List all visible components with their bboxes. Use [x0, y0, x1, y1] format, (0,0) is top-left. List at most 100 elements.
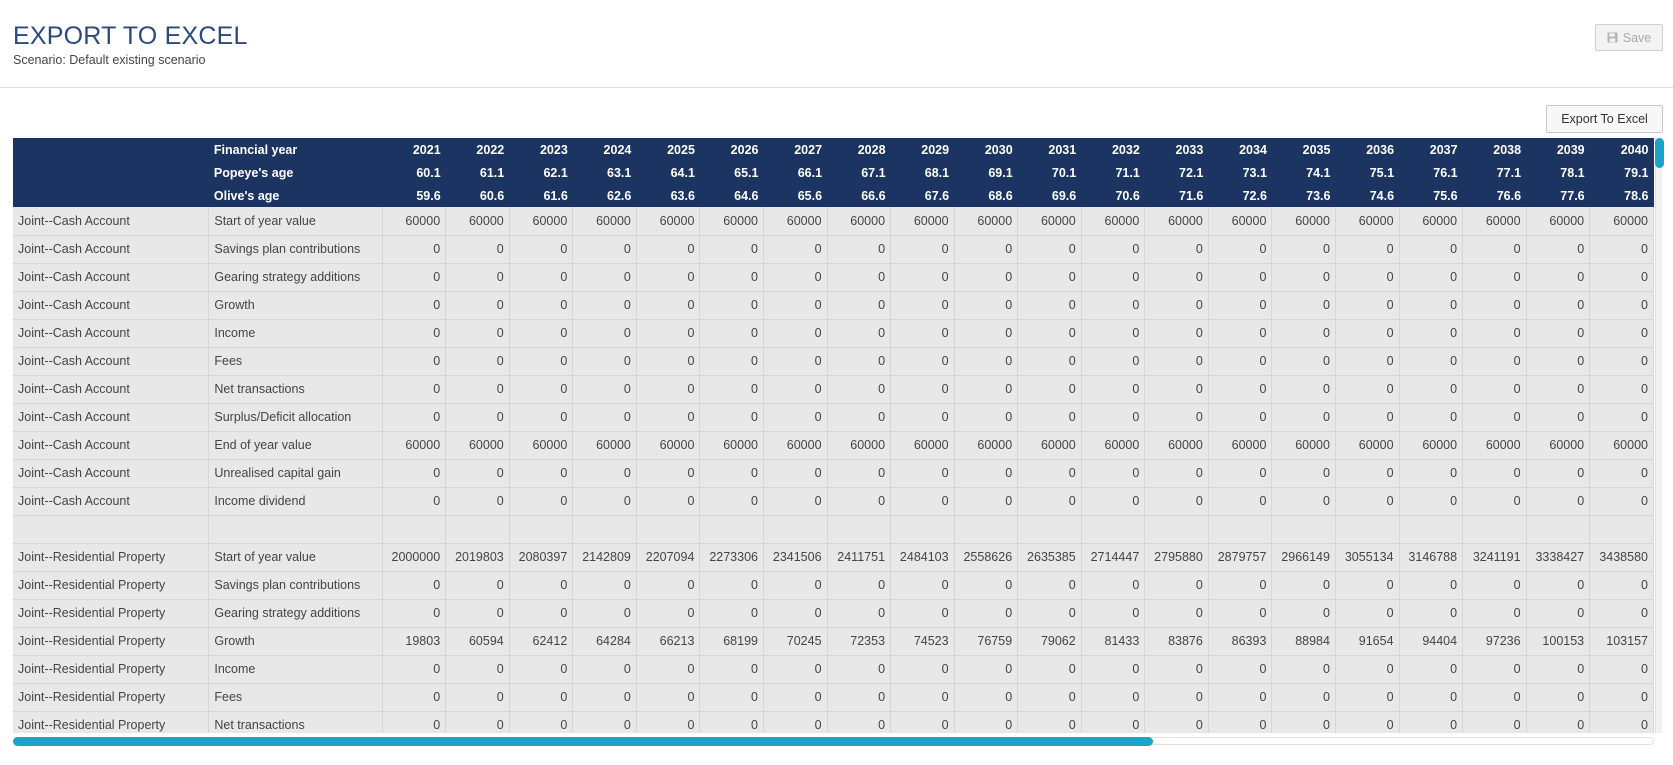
value-cell: 0	[1271, 319, 1336, 348]
value-cell: 0	[1589, 375, 1654, 404]
vertical-scrollbar-thumb[interactable]	[1655, 138, 1664, 168]
account-cell: Joint--Residential Property	[13, 571, 210, 600]
value-cell: 0	[572, 599, 637, 628]
value-cell: 2207094	[636, 543, 701, 572]
value-cell: 60000	[509, 431, 574, 460]
value-cell: 0	[636, 403, 701, 432]
value-cell: 0	[509, 487, 574, 516]
value-cell: 0	[1271, 375, 1336, 404]
value-cell: 0	[445, 375, 510, 404]
table-row: Joint--Cash Account Income 0 0 0 0 0 0 0 0 0 0 0 0 0 0 0…	[13, 319, 1654, 348]
value-cell: 0	[1208, 571, 1273, 600]
value-cell: 0	[1462, 599, 1527, 628]
header-cell: 67.1	[861, 165, 886, 180]
value-cell: 76759	[954, 627, 1019, 656]
header-cell: 2027	[794, 142, 823, 157]
value-cell: 0	[1271, 683, 1336, 712]
header-cell: 70.6	[1115, 188, 1140, 203]
value-cell: 0	[763, 711, 828, 733]
value-cell: 60000	[1526, 207, 1591, 236]
data-grid[interactable]: Financial year 2021 2022 2023 2024 2025 2026 20…	[13, 138, 1654, 733]
value-cell: 0	[763, 403, 828, 432]
value-cell: 3055134	[1335, 543, 1400, 572]
value-cell: 0	[1271, 571, 1336, 600]
value-cell: 0	[699, 235, 764, 264]
account-cell: Joint--Cash Account	[13, 235, 210, 264]
value-cell: 0	[1526, 711, 1591, 733]
value-cell: 60000	[1271, 207, 1336, 236]
value-cell: 0	[1208, 683, 1273, 712]
header-cell: 71.1	[1115, 165, 1140, 180]
value-cell: 2966149	[1271, 543, 1336, 572]
value-cell: 0	[890, 291, 955, 320]
value-cell: 0	[954, 487, 1019, 516]
value-cell: 2484103	[890, 543, 955, 572]
value-cell: 2341506	[763, 543, 828, 572]
value-cell: 0	[1081, 683, 1146, 712]
value-cell: 0	[1144, 375, 1209, 404]
value-cell: 0	[890, 375, 955, 404]
empty-cell	[699, 515, 764, 544]
empty-cell	[1335, 515, 1400, 544]
value-cell: 0	[1017, 263, 1082, 292]
empty-cell	[1208, 515, 1273, 544]
value-cell: 0	[890, 487, 955, 516]
header-cell: 61.6	[543, 188, 568, 203]
item-cell: Growth	[208, 291, 383, 320]
value-cell: 0	[572, 459, 637, 488]
item-cell: Income	[208, 319, 383, 348]
value-cell: 0	[954, 235, 1019, 264]
header-cell: 2023	[539, 142, 568, 157]
value-cell: 0	[1017, 375, 1082, 404]
value-cell: 0	[1144, 319, 1209, 348]
value-cell: 0	[509, 347, 574, 376]
value-cell: 0	[1399, 291, 1464, 320]
export-to-excel-button[interactable]: Export To Excel	[1546, 105, 1663, 133]
value-cell: 0	[1144, 347, 1209, 376]
value-cell: 2879757	[1208, 543, 1273, 572]
value-cell: 0	[1017, 291, 1082, 320]
header-blank-cell	[13, 184, 209, 207]
horizontal-scrollbar-thumb[interactable]	[13, 737, 1153, 746]
table-row: Joint--Cash Account Unrealised capital ga…	[13, 459, 1654, 488]
value-cell: 0	[1399, 459, 1464, 488]
empty-cell	[1462, 515, 1527, 544]
item-cell: Net transactions	[208, 375, 383, 404]
header-cell: 2029	[921, 142, 950, 157]
value-cell: 68199	[699, 627, 764, 656]
value-cell: 0	[763, 599, 828, 628]
value-cell: 0	[954, 571, 1019, 600]
value-cell: 0	[1399, 571, 1464, 600]
vertical-scrollbar-track[interactable]	[1655, 138, 1662, 733]
value-cell: 0	[1081, 235, 1146, 264]
save-button[interactable]: Save	[1595, 24, 1663, 51]
value-cell: 0	[636, 711, 701, 733]
account-cell: Joint--Cash Account	[13, 291, 210, 320]
value-cell: 0	[1081, 403, 1146, 432]
value-cell: 0	[636, 263, 701, 292]
value-cell: 0	[382, 403, 447, 432]
value-cell: 0	[1208, 263, 1273, 292]
value-cell: 0	[445, 291, 510, 320]
value-cell: 0	[1589, 263, 1654, 292]
value-cell: 0	[445, 655, 510, 684]
scenario-label: Scenario: Default existing scenario	[13, 53, 206, 67]
header-cell: 77.1	[1496, 165, 1522, 180]
value-cell: 0	[1271, 235, 1336, 264]
account-cell: Joint--Residential Property	[13, 683, 210, 712]
value-cell: 0	[699, 319, 764, 348]
value-cell: 2000000	[382, 543, 447, 572]
value-cell: 0	[1017, 655, 1082, 684]
header-cell: 79.1	[1624, 165, 1649, 180]
header-cell: 65.1	[734, 165, 759, 180]
value-cell: 0	[1271, 291, 1336, 320]
item-cell: Unrealised capital gain	[208, 459, 383, 488]
value-cell: 60000	[445, 431, 510, 460]
table-row: Joint--Cash Account Start of year value 60…	[13, 207, 1654, 236]
header-cell: 73.6	[1306, 188, 1331, 203]
value-cell: 0	[636, 291, 701, 320]
table-row: Joint--Residential Property Income 0 0 0 0 0 0 0…	[13, 655, 1654, 684]
value-cell: 0	[1208, 375, 1273, 404]
value-cell: 0	[1335, 291, 1400, 320]
value-cell: 0	[509, 711, 574, 733]
